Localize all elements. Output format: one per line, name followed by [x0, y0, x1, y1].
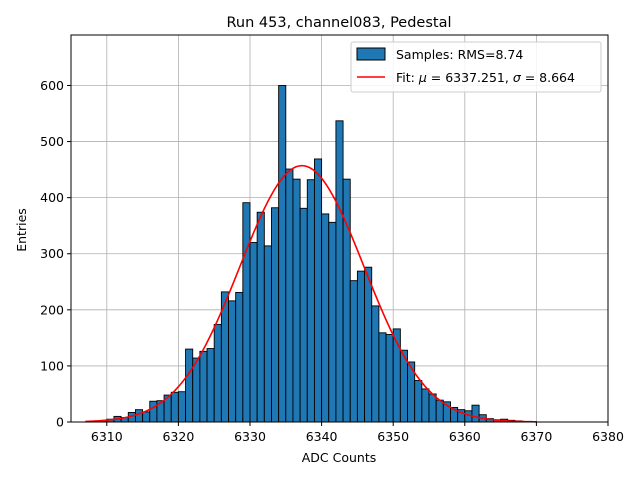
histogram-bar — [421, 388, 430, 423]
histogram-bar — [228, 300, 237, 423]
histogram-bar — [278, 85, 287, 423]
histogram-bar — [220, 291, 229, 423]
histogram-bar — [306, 179, 315, 423]
histogram-bar — [371, 305, 380, 423]
histogram-bar — [134, 409, 144, 423]
y-axis-label: Entries — [14, 208, 29, 252]
histogram-bar — [213, 323, 222, 423]
x-tick-label: 6310 — [91, 429, 123, 444]
histogram-bar — [313, 158, 323, 423]
histogram-bar — [321, 213, 330, 423]
fit-curve-layer — [85, 164, 537, 423]
histogram-bar — [206, 348, 215, 423]
histogram-bar — [185, 348, 194, 423]
x-tick-label: 6340 — [306, 429, 338, 444]
y-tick-label: 200 — [40, 302, 64, 317]
histogram-bar — [342, 178, 351, 423]
histogram-bar — [349, 280, 358, 423]
histogram-bar — [335, 120, 344, 423]
histogram-bar — [364, 266, 373, 423]
x-tick-label: 6330 — [234, 429, 266, 444]
histogram-bar — [428, 393, 437, 423]
legend-box — [350, 41, 602, 93]
histogram-bar — [414, 380, 423, 423]
x-axis-ticks: 6310 6320 6330 6340 6350 6360 6370 6380 — [91, 422, 624, 444]
histogram-bar — [299, 207, 308, 423]
histogram-bar — [235, 291, 244, 423]
histogram-bar — [356, 270, 366, 423]
histogram-bar — [471, 404, 480, 423]
histogram-bar — [271, 207, 280, 423]
histogram-bar — [328, 221, 337, 423]
legend-samples-patch — [356, 47, 386, 61]
histogram-bar — [249, 242, 258, 423]
fit-curve — [85, 164, 537, 423]
histogram-bar — [256, 211, 265, 423]
x-tick-label: 6380 — [592, 429, 624, 444]
histogram-bar — [435, 399, 444, 423]
y-tick-label: 300 — [40, 246, 64, 261]
y-tick-label: 400 — [40, 190, 64, 205]
legend-fit-label: Fit: μ = 6337.251, σ = 8.664 — [396, 70, 575, 85]
histogram-bar — [263, 245, 272, 423]
histogram-bar — [292, 178, 301, 423]
y-tick-label: 600 — [40, 78, 64, 93]
x-tick-label: 6320 — [162, 429, 194, 444]
histogram-bar — [177, 391, 187, 423]
histogram-bar — [192, 357, 201, 423]
x-tick-label: 6360 — [449, 429, 481, 444]
x-axis-label: ADC Counts — [302, 450, 377, 465]
histogram-bar — [385, 334, 394, 423]
histogram-bar — [149, 400, 158, 423]
histogram-bar — [199, 350, 208, 423]
y-tick-label: 500 — [40, 134, 64, 149]
histogram-bar — [142, 411, 151, 423]
histogram-bar — [285, 168, 294, 423]
y-axis-ticks: 0 100 200 300 400 500 600 — [40, 78, 71, 430]
legend: Samples: RMS=8.74 Fit: μ = 6337.251, σ =… — [350, 41, 602, 93]
histogram-bar — [378, 332, 387, 423]
histogram-bar — [242, 202, 251, 423]
legend-samples-label: Samples: RMS=8.74 — [396, 47, 523, 62]
axes-frame — [70, 34, 609, 423]
histogram-bar — [170, 391, 179, 423]
y-tick-label: 100 — [40, 358, 64, 373]
x-tick-label: 6370 — [520, 429, 552, 444]
chart-title: Run 453, channel083, Pedestal — [226, 15, 451, 31]
x-tick-label: 6350 — [377, 429, 409, 444]
y-tick-label: 0 — [56, 415, 64, 430]
